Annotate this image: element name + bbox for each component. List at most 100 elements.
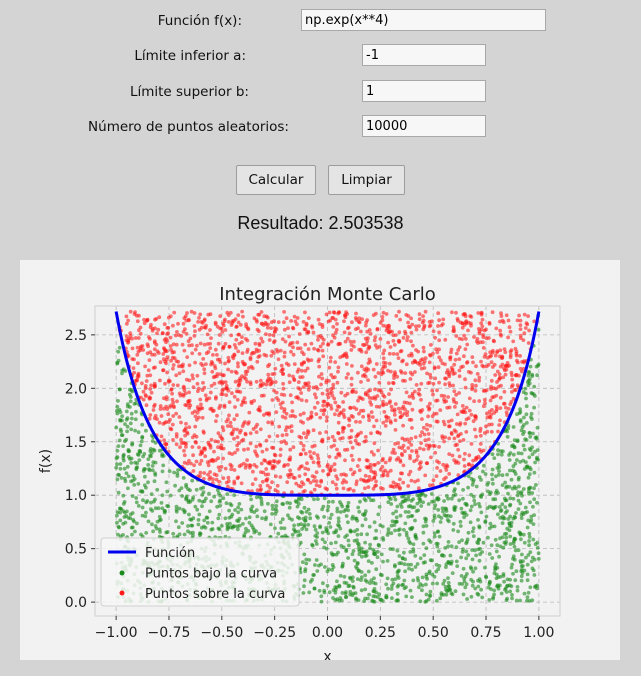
point-over-curve <box>397 309 401 314</box>
point-over-curve <box>462 333 467 338</box>
calculate-button[interactable]: Calcular <box>236 165 316 195</box>
point-over-curve <box>282 463 287 467</box>
point-over-curve <box>441 419 446 424</box>
point-over-curve <box>408 377 413 381</box>
point-under-curve <box>115 360 120 365</box>
point-over-curve <box>386 340 390 345</box>
point-over-curve <box>143 393 148 397</box>
point-over-curve <box>265 315 270 320</box>
point-over-curve <box>159 434 164 439</box>
point-under-curve <box>395 570 400 575</box>
point-under-curve <box>508 502 513 507</box>
point-over-curve <box>342 478 346 483</box>
point-over-curve <box>393 451 397 455</box>
point-under-curve <box>529 559 534 564</box>
point-over-curve <box>272 388 276 393</box>
point-over-curve <box>158 378 162 383</box>
point-over-curve <box>146 368 151 373</box>
point-over-curve <box>322 399 327 404</box>
point-over-curve <box>462 323 467 327</box>
point-under-curve <box>144 428 148 433</box>
point-over-curve <box>304 382 308 386</box>
point-over-curve <box>287 334 291 339</box>
point-over-curve <box>357 411 361 416</box>
point-under-curve <box>363 554 368 558</box>
point-over-curve <box>354 407 359 411</box>
point-under-curve <box>139 439 144 444</box>
point-over-curve <box>315 386 320 391</box>
point-under-curve <box>398 527 402 532</box>
point-under-curve <box>257 531 262 536</box>
point-under-curve <box>530 417 534 421</box>
point-over-curve <box>437 338 442 343</box>
point-over-curve <box>198 341 203 346</box>
point-over-curve <box>486 362 491 367</box>
point-over-curve <box>192 334 197 338</box>
point-over-curve <box>217 479 222 484</box>
point-over-curve <box>462 464 467 468</box>
point-under-curve <box>370 561 374 565</box>
point-over-curve <box>434 419 439 424</box>
point-under-curve <box>532 486 536 491</box>
point-over-curve <box>398 460 403 464</box>
point-over-curve <box>294 395 298 400</box>
clear-button[interactable]: Limpiar <box>328 165 405 195</box>
point-over-curve <box>253 425 258 429</box>
point-over-curve <box>325 415 329 419</box>
point-over-curve <box>456 348 461 352</box>
lower-limit-input[interactable] <box>362 44 486 66</box>
point-over-curve <box>374 418 379 423</box>
point-under-curve <box>374 536 379 540</box>
point-over-curve <box>487 336 491 340</box>
point-over-curve <box>152 347 157 352</box>
point-over-curve <box>365 318 370 322</box>
point-under-curve <box>497 469 501 473</box>
point-over-curve <box>342 319 346 324</box>
point-over-curve <box>480 324 485 329</box>
point-under-curve <box>326 500 331 504</box>
point-over-curve <box>387 392 391 396</box>
point-under-curve <box>463 585 468 590</box>
point-over-curve <box>138 331 143 336</box>
point-over-curve <box>187 425 192 429</box>
point-under-curve <box>182 510 187 515</box>
point-over-curve <box>197 327 202 332</box>
point-over-curve <box>457 357 462 361</box>
point-under-curve <box>176 525 181 530</box>
point-over-curve <box>406 484 411 488</box>
point-over-curve <box>314 479 319 484</box>
point-over-curve <box>282 354 287 359</box>
point-over-curve <box>170 397 175 402</box>
point-under-curve <box>527 371 531 375</box>
point-under-curve <box>525 525 530 530</box>
point-over-curve <box>298 387 302 392</box>
point-over-curve <box>254 430 259 434</box>
point-over-curve <box>395 374 400 379</box>
point-under-curve <box>528 448 533 452</box>
point-over-curve <box>385 326 390 331</box>
point-over-curve <box>195 373 200 378</box>
point-under-curve <box>470 548 474 552</box>
point-over-curve <box>400 453 405 458</box>
point-under-curve <box>326 504 331 509</box>
point-over-curve <box>447 381 452 386</box>
point-over-curve <box>185 355 190 359</box>
point-under-curve <box>131 474 136 479</box>
point-over-curve <box>202 342 207 347</box>
point-over-curve <box>303 472 308 477</box>
point-over-curve <box>205 332 210 337</box>
point-over-curve <box>255 359 260 364</box>
num-points-input[interactable] <box>362 115 486 137</box>
upper-limit-input[interactable] <box>362 80 486 102</box>
function-input[interactable] <box>301 9 546 31</box>
point-under-curve <box>534 483 538 487</box>
point-over-curve <box>222 405 227 409</box>
point-under-curve <box>389 587 394 591</box>
point-over-curve <box>244 372 248 377</box>
point-under-curve <box>173 483 178 488</box>
point-over-curve <box>526 314 530 318</box>
point-over-curve <box>268 461 272 466</box>
point-over-curve <box>375 346 379 350</box>
point-over-curve <box>316 460 321 465</box>
point-over-curve <box>498 348 503 353</box>
